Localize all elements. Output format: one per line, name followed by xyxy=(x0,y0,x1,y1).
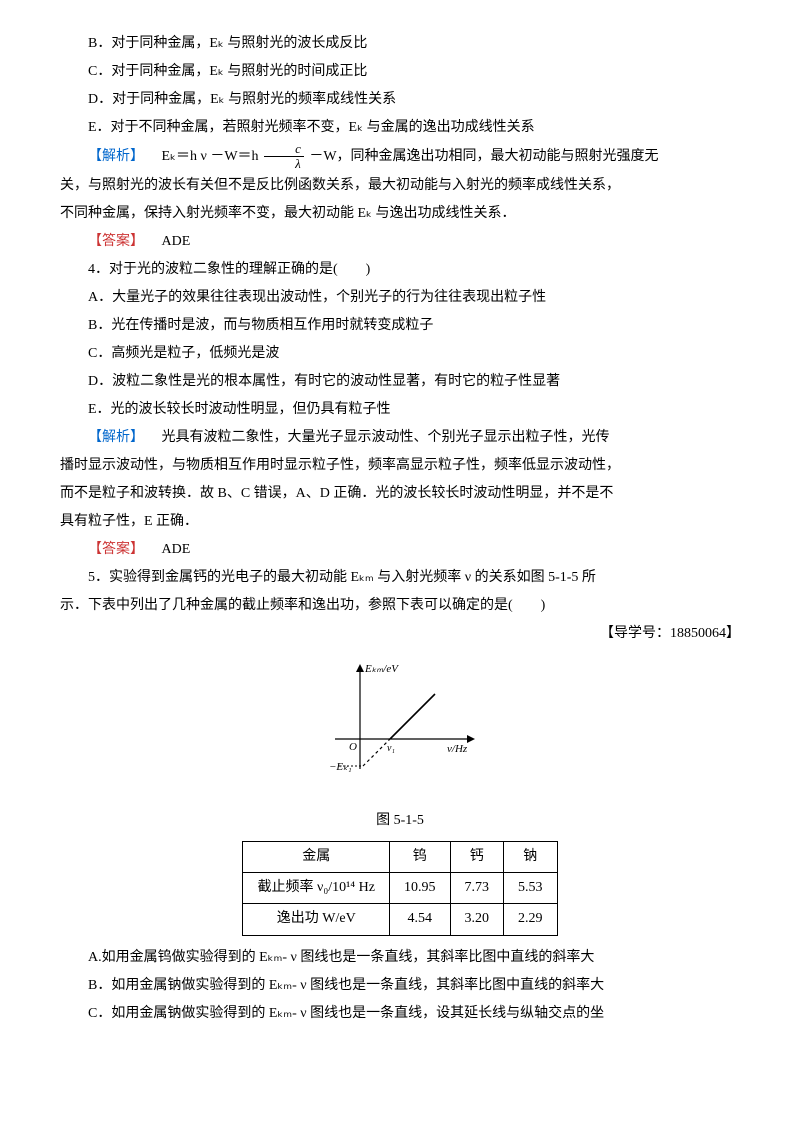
x-intercept-label: ν₁ xyxy=(387,743,395,754)
q4-option-a: A．大量光子的效果往往表现出波动性，个别光子的行为往往表现出粒子性 xyxy=(60,284,740,312)
table-header-metal: 金属 xyxy=(243,841,390,872)
q5-stem-line2: 示．下表中列出了几种金属的截止频率和逸出功，参照下表可以确定的是( ) xyxy=(60,592,740,620)
guide-tag: 【导学号：18850064】 xyxy=(60,620,740,648)
table-row: 金属 钨 钙 钠 xyxy=(243,841,557,872)
q3-option-d: D．对于同种金属，Eₖ 与照射光的频率成线性关系 xyxy=(60,86,740,114)
row1-c3: 5.53 xyxy=(504,872,558,903)
q5-figure: Eₖₘ/eV ν/Hz O ν₁ −Eₖ₁ 图 5-1-5 xyxy=(60,654,740,835)
q5-stem-line1: 5．实验得到金属钙的光电子的最大初动能 Eₖₘ 与入射光频率 ν 的关系如图 5… xyxy=(60,564,740,592)
q3-analysis-line1: 【解析】 Eₖ＝h ν －W＝h c λ －W，同种金属逸出功相同，最大初动能与… xyxy=(60,142,740,172)
y-intercept-label: −Eₖ₁ xyxy=(329,761,352,773)
q5-table: 金属 钨 钙 钠 截止频率 ν₀/10¹⁴ Hz 10.95 7.73 5.53… xyxy=(242,841,557,936)
figure-caption: 图 5-1-5 xyxy=(60,807,740,835)
q4-analysis-line4: 具有粒子性，E 正确． xyxy=(60,508,740,536)
q3-option-b: B．对于同种金属，Eₖ 与照射光的波长成反比 xyxy=(60,30,740,58)
row1-c2: 7.73 xyxy=(450,872,504,903)
line-chart-icon: Eₖₘ/eV ν/Hz O ν₁ −Eₖ₁ xyxy=(315,654,485,794)
q3-analysis-line2: 关，与照射光的波长有关但不是反比例函数关系，最大初动能与入射光的频率成线性关系， xyxy=(60,172,740,200)
row2-c2: 3.20 xyxy=(450,904,504,935)
answer-label: 【答案】 xyxy=(88,234,144,249)
q3-analysis-line3: 不同种金属，保持入射光频率不变，最大初动能 Eₖ 与逸出功成线性关系． xyxy=(60,200,740,228)
q3-answer-line: 【答案】 ADE xyxy=(60,228,740,256)
q5-option-b: B．如用金属钠做实验得到的 Eₖₘ- ν 图线也是一条直线，其斜率比图中直线的斜… xyxy=(60,972,740,1000)
table-header-ca: 钙 xyxy=(450,841,504,872)
table-header-w: 钨 xyxy=(390,841,451,872)
origin-label: O xyxy=(349,741,357,753)
table-row: 逸出功 W/eV 4.54 3.20 2.29 xyxy=(243,904,557,935)
row1-c1: 10.95 xyxy=(390,872,451,903)
row2-c1: 4.54 xyxy=(390,904,451,935)
fraction-icon: c λ xyxy=(264,142,304,172)
y-axis-label: Eₖₘ/eV xyxy=(364,663,399,675)
q5-option-a: A.如用金属钨做实验得到的 Eₖₘ- ν 图线也是一条直线，其斜率比图中直线的斜… xyxy=(60,944,740,972)
analysis-label: 【解析】 xyxy=(88,149,144,164)
q3-analysis-after-frac: －W，同种金属逸出功相同，最大初动能与照射光强度无 xyxy=(309,149,658,164)
table-row: 截止频率 ν₀/10¹⁴ Hz 10.95 7.73 5.53 xyxy=(243,872,557,903)
row2-c3: 2.29 xyxy=(504,904,558,935)
q4-stem: 4．对于光的波粒二象性的理解正确的是( ) xyxy=(60,256,740,284)
q5-option-c: C．如用金属钠做实验得到的 Eₖₘ- ν 图线也是一条直线，设其延长线与纵轴交点… xyxy=(60,1000,740,1028)
analysis-label: 【解析】 xyxy=(88,430,144,445)
table-header-na: 钠 xyxy=(504,841,558,872)
q3-analysis-formula-prefix: Eₖ＝h ν －W＝h xyxy=(162,149,259,164)
q4-option-d: D．波粒二象性是光的根本属性，有时它的波动性显著，有时它的粒子性显著 xyxy=(60,368,740,396)
row1-label: 截止频率 ν₀/10¹⁴ Hz xyxy=(243,872,390,903)
q3-option-c: C．对于同种金属，Eₖ 与照射光的时间成正比 xyxy=(60,58,740,86)
q4-option-b: B．光在传播时是波，而与物质相互作用时就转变成粒子 xyxy=(60,312,740,340)
q3-answer: ADE xyxy=(162,234,191,249)
q3-option-e: E．对于不同种金属，若照射光频率不变，Eₖ 与金属的逸出功成线性关系 xyxy=(60,114,740,142)
x-axis-label: ν/Hz xyxy=(447,743,468,755)
q4-analysis-line2: 播时显示波动性，与物质相互作用时显示粒子性，频率高显示粒子性，频率低显示波动性， xyxy=(60,452,740,480)
q4-option-e: E．光的波长较长时波动性明显，但仍具有粒子性 xyxy=(60,396,740,424)
q4-analysis-line1: 光具有波粒二象性，大量光子显示波动性、个别光子显示出粒子性，光传 xyxy=(162,430,610,445)
q4-analysis-line1-wrap: 【解析】 光具有波粒二象性，大量光子显示波动性、个别光子显示出粒子性，光传 xyxy=(60,424,740,452)
q4-answer-line: 【答案】 ADE xyxy=(60,536,740,564)
answer-label: 【答案】 xyxy=(88,542,144,557)
q4-option-c: C．高频光是粒子，低频光是波 xyxy=(60,340,740,368)
q4-analysis-line3: 而不是粒子和波转换．故 B、C 错误，A、D 正确．光的波长较长时波动性明显，并… xyxy=(60,480,740,508)
frac-den: λ xyxy=(264,157,304,171)
q4-answer: ADE xyxy=(162,542,191,557)
frac-num: c xyxy=(264,142,304,157)
row2-label: 逸出功 W/eV xyxy=(243,904,390,935)
